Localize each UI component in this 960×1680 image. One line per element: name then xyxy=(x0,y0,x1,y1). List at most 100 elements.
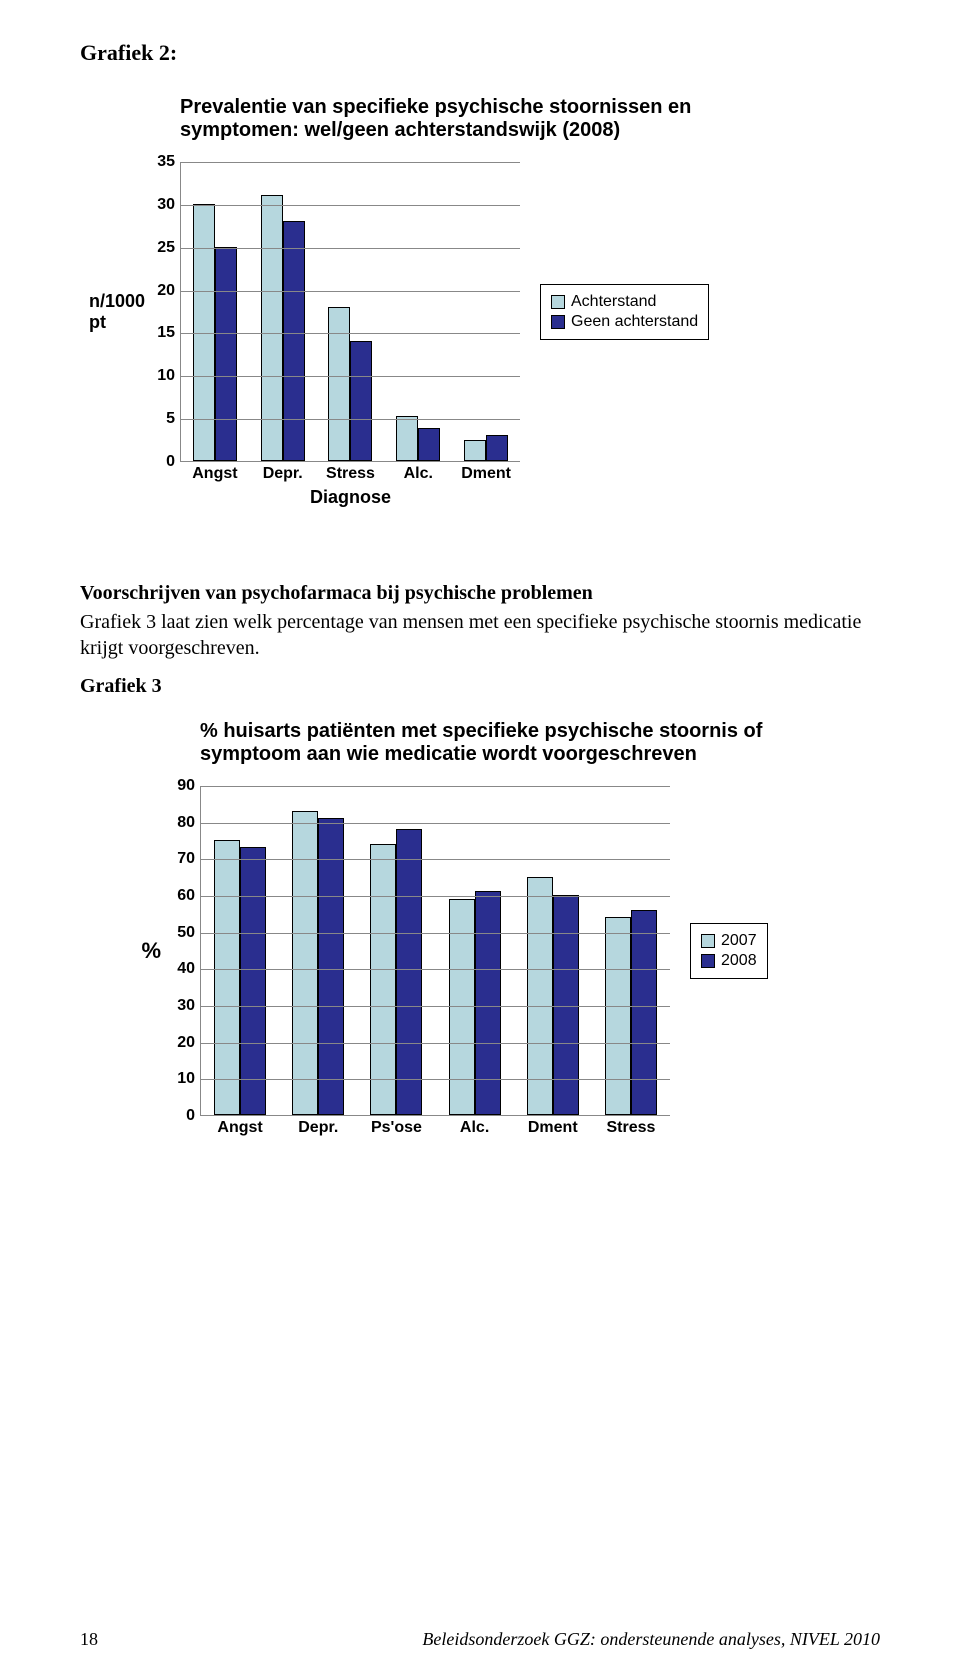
bar xyxy=(475,891,501,1115)
ytick-label: 90 xyxy=(177,777,201,795)
xtick-label: Dment xyxy=(514,1115,592,1137)
body-text: Grafiek 3 laat zien welk percentage van … xyxy=(80,609,880,661)
legend-swatch xyxy=(551,295,565,309)
grafiek3-label: Grafiek 3 xyxy=(80,675,880,698)
bar-group xyxy=(452,162,520,461)
bar xyxy=(214,840,240,1115)
gridline xyxy=(181,162,520,163)
xtick-label: Stress xyxy=(592,1115,670,1137)
gridline xyxy=(201,786,670,787)
ytick-label: 0 xyxy=(186,1107,201,1125)
bar-group xyxy=(279,786,357,1115)
ytick-label: 25 xyxy=(157,239,181,257)
bar-group xyxy=(436,786,514,1115)
legend-item: 2008 xyxy=(701,952,757,970)
chart2-title: % huisarts patiënten met specifieke psyc… xyxy=(200,720,800,766)
gridline xyxy=(201,933,670,934)
bar-group xyxy=(592,786,670,1115)
gridline xyxy=(181,248,520,249)
legend-label: 2008 xyxy=(721,952,757,970)
xtick-label: Ps'ose xyxy=(357,1115,435,1137)
page-heading: Grafiek 2: xyxy=(80,40,880,66)
bar xyxy=(631,910,657,1115)
chart2-legend: 2007 2008 xyxy=(690,923,768,979)
bar-group xyxy=(384,162,452,461)
ytick-label: 20 xyxy=(157,282,181,300)
page: Grafiek 2: Prevalentie van specifieke ps… xyxy=(0,0,960,1680)
ytick-label: 10 xyxy=(177,1070,201,1088)
ytick-label: 80 xyxy=(177,814,201,832)
chart1-title: Prevalentie van specifieke psychische st… xyxy=(180,96,740,142)
footer-page-number: 18 xyxy=(80,1629,98,1650)
bar xyxy=(193,204,215,461)
gridline xyxy=(201,1043,670,1044)
bar xyxy=(553,895,579,1115)
xtick-label: Depr. xyxy=(279,1115,357,1137)
bar xyxy=(370,844,396,1115)
ytick-label: 5 xyxy=(166,410,181,428)
gridline xyxy=(181,205,520,206)
ytick-label: 35 xyxy=(157,153,181,171)
bar xyxy=(240,847,266,1115)
chart1-legend: Achterstand Geen achterstand xyxy=(540,284,709,340)
chart1-plot: n/1000 pt AngstDepr.StressAlc.Dment Diag… xyxy=(180,162,520,462)
ytick-label: 40 xyxy=(177,960,201,978)
gridline xyxy=(201,859,670,860)
legend-label: Achterstand xyxy=(571,293,656,311)
ytick-label: 20 xyxy=(177,1034,201,1052)
chart1-bars xyxy=(181,162,520,461)
bar xyxy=(318,818,344,1115)
gridline xyxy=(201,823,670,824)
legend-swatch xyxy=(701,954,715,968)
bar xyxy=(350,341,372,461)
bar xyxy=(605,917,631,1115)
gridline xyxy=(181,333,520,334)
chart1-wrap: n/1000 pt AngstDepr.StressAlc.Dment Diag… xyxy=(180,162,880,462)
ytick-label: 30 xyxy=(177,997,201,1015)
ytick-label: 70 xyxy=(177,850,201,868)
footer-text: Beleidsonderzoek GGZ: ondersteunende ana… xyxy=(422,1629,880,1650)
bar xyxy=(215,247,237,461)
gridline xyxy=(201,1079,670,1080)
bar xyxy=(486,435,508,461)
legend-label: Geen achterstand xyxy=(571,313,698,331)
bar xyxy=(396,416,418,461)
footer: 18 Beleidsonderzoek GGZ: ondersteunende … xyxy=(80,1629,880,1650)
gridline xyxy=(181,291,520,292)
bar-group xyxy=(317,162,385,461)
bar-group xyxy=(181,162,249,461)
ytick-label: 15 xyxy=(157,324,181,342)
legend-item: Geen achterstand xyxy=(551,313,698,331)
bar xyxy=(396,829,422,1115)
xtick-label: Angst xyxy=(201,1115,279,1137)
bar xyxy=(283,221,305,461)
chart2-wrap: % AngstDepr.Ps'oseAlc.DmentStress 010203… xyxy=(200,786,880,1116)
legend-swatch xyxy=(701,934,715,948)
gridline xyxy=(201,1006,670,1007)
legend-item: 2007 xyxy=(701,932,757,950)
bar xyxy=(418,428,440,461)
ytick-label: 30 xyxy=(157,196,181,214)
gridline xyxy=(181,419,520,420)
bar xyxy=(261,195,283,461)
legend-swatch xyxy=(551,315,565,329)
bar xyxy=(328,307,350,461)
legend-item: Achterstand xyxy=(551,293,698,311)
bar-group xyxy=(357,786,435,1115)
chart2-bars xyxy=(201,786,670,1115)
chart1: n/1000 pt AngstDepr.StressAlc.Dment Diag… xyxy=(180,162,520,462)
gridline xyxy=(181,376,520,377)
chart2: % AngstDepr.Ps'oseAlc.DmentStress 010203… xyxy=(200,786,670,1116)
chart2-xticks: AngstDepr.Ps'oseAlc.DmentStress xyxy=(201,1115,670,1137)
bar-group xyxy=(249,162,317,461)
chart1-xlabel: Diagnose xyxy=(181,461,520,508)
gridline xyxy=(201,969,670,970)
chart2-plot: % AngstDepr.Ps'oseAlc.DmentStress 010203… xyxy=(200,786,670,1116)
ytick-label: 0 xyxy=(166,453,181,471)
bar-group xyxy=(201,786,279,1115)
bar xyxy=(292,811,318,1115)
section-heading: Voorschrijven van psychofarmaca bij psyc… xyxy=(80,582,880,605)
gridline xyxy=(201,896,670,897)
ytick-label: 60 xyxy=(177,887,201,905)
ytick-label: 50 xyxy=(177,924,201,942)
